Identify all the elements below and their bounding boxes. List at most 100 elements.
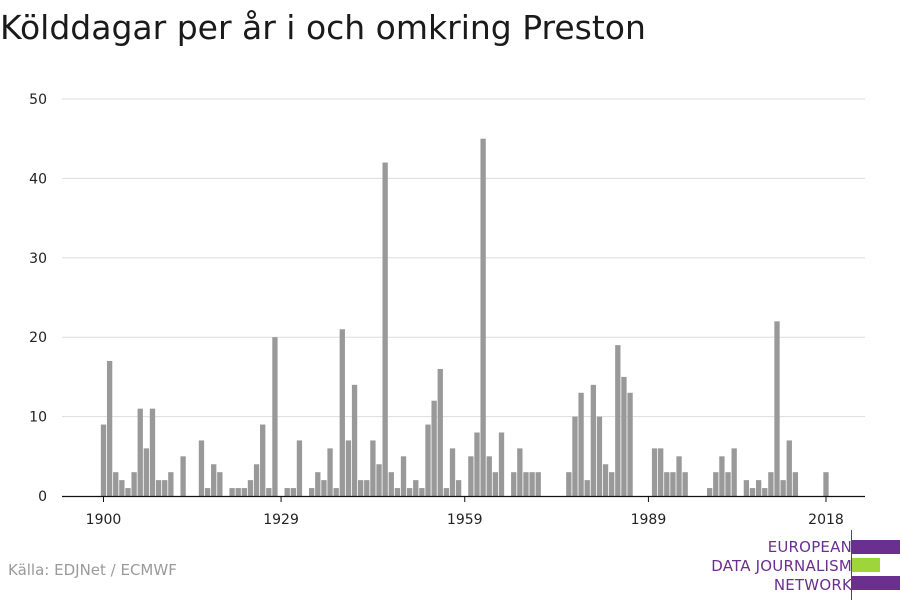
bar [198, 440, 205, 496]
gridlines [62, 98, 865, 418]
y-tick-label: 10 [29, 410, 47, 426]
bar [768, 472, 774, 496]
bar [431, 400, 437, 496]
y-tick-labels: 0 10 20 30 40 50 [29, 92, 47, 505]
bar [584, 480, 590, 496]
bar [204, 488, 211, 496]
x-tick-label: 1900 [86, 512, 122, 528]
bar-chart: 0 10 20 30 40 50 1900 1929 1959 1989 2018 [29, 92, 865, 528]
bar [578, 392, 584, 496]
edjnet-logo: EUROPEAN DATA JOURNALISM NETWORK [710, 530, 900, 600]
bar [290, 488, 296, 496]
bar [382, 162, 388, 496]
bar [125, 488, 131, 496]
x-tick-label: 2018 [808, 512, 844, 528]
bar [511, 472, 517, 496]
bar [609, 472, 615, 496]
y-tick-label: 0 [38, 489, 47, 505]
bar [749, 488, 756, 496]
bar [266, 488, 272, 496]
bar [719, 456, 725, 496]
bar [762, 488, 768, 496]
bar [786, 440, 792, 496]
bar [651, 448, 658, 496]
bar [131, 472, 137, 496]
bar [517, 448, 523, 496]
bar [406, 488, 413, 496]
bar [498, 432, 505, 496]
y-tick-label: 20 [29, 330, 47, 346]
bar [149, 408, 156, 496]
bar [823, 472, 829, 496]
bar [658, 448, 664, 496]
x-tick-label: 1959 [447, 512, 483, 528]
bar [474, 432, 480, 496]
bar [596, 416, 603, 496]
bar [713, 472, 719, 496]
bar [566, 472, 572, 496]
bar [731, 448, 737, 496]
logo-divider [851, 530, 852, 600]
bar [670, 472, 676, 496]
bar [413, 480, 419, 496]
bar [492, 472, 499, 496]
x-axis [62, 495, 865, 502]
bar [449, 448, 456, 496]
bar [743, 480, 750, 496]
y-tick-label: 50 [29, 92, 47, 108]
chart-title: Kölddagar per år i och omkring Preston [0, 8, 646, 47]
bar [155, 480, 162, 496]
bar [400, 456, 407, 496]
logo-line-network: NETWORK [773, 576, 852, 594]
bars [100, 138, 829, 496]
bar [394, 488, 401, 496]
bar [590, 384, 596, 496]
bar [664, 472, 670, 496]
bar [327, 448, 333, 496]
y-tick-label: 40 [29, 171, 47, 187]
y-tick-label: 30 [29, 251, 47, 267]
bar [774, 321, 780, 496]
bar [339, 329, 345, 496]
bar [535, 472, 541, 496]
bar [437, 368, 443, 496]
x-tick-label: 1989 [631, 512, 667, 528]
bar [468, 456, 474, 496]
bar [523, 472, 529, 496]
source-note: Källa: EDJNet / ECMWF [8, 561, 177, 579]
logo-line-data-journalism: DATA JOURNALISM [711, 557, 852, 575]
bar [486, 456, 492, 496]
bar [296, 440, 303, 496]
bar [676, 456, 682, 496]
logo-bar-green [852, 558, 880, 572]
bar [309, 488, 315, 496]
bar [241, 488, 247, 496]
bar [284, 488, 290, 496]
bar [443, 488, 450, 496]
bar [376, 464, 382, 496]
bar [627, 392, 633, 496]
bar [358, 480, 364, 496]
bar [725, 472, 731, 496]
bar [162, 480, 168, 496]
bar [351, 384, 358, 496]
bar [792, 472, 799, 496]
bar [707, 488, 713, 496]
bar [755, 480, 762, 496]
bar [615, 345, 621, 496]
logo-bar-purple-bottom [852, 576, 900, 590]
bar [217, 472, 223, 496]
bar [229, 488, 235, 496]
bar [235, 488, 241, 496]
bar [168, 472, 174, 496]
bar [315, 472, 321, 496]
logo-line-european: EUROPEAN [767, 538, 852, 556]
bar [119, 480, 125, 496]
bar [425, 424, 431, 496]
bar [333, 488, 339, 496]
bar [572, 416, 578, 496]
bar [621, 376, 627, 496]
bar [345, 440, 352, 496]
x-tick-labels: 1900 1929 1959 1989 2018 [86, 512, 844, 528]
bar [529, 472, 535, 496]
